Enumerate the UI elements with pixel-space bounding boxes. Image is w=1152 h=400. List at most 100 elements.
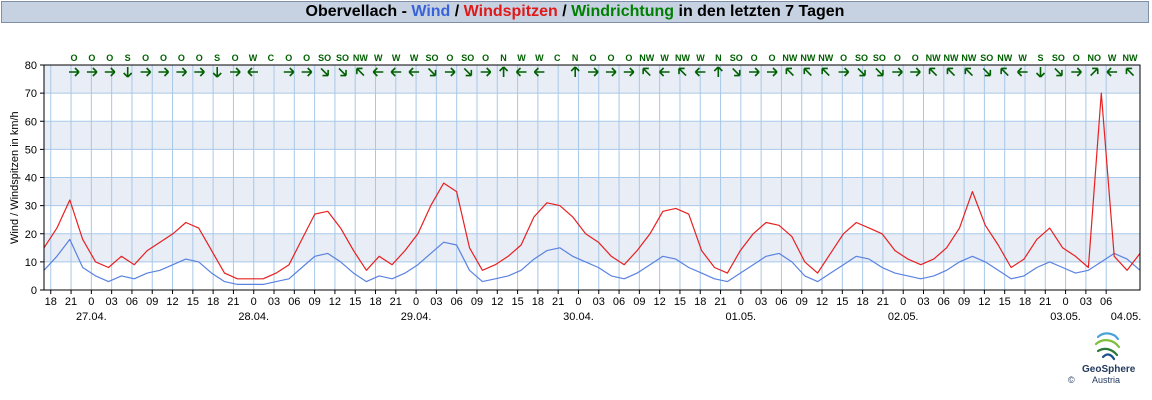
x-tick-label: 12 bbox=[491, 296, 503, 308]
x-tick-label: 15 bbox=[187, 296, 199, 308]
arrow-stroke bbox=[803, 67, 812, 77]
title-station: Obervellach bbox=[305, 3, 398, 20]
direction-label: SO bbox=[980, 53, 993, 63]
arrow-stroke bbox=[838, 67, 850, 77]
direction-label: W bbox=[1108, 53, 1117, 63]
direction-arrow-icon bbox=[892, 67, 903, 77]
direction-arrow-icon bbox=[515, 67, 527, 77]
arrow-stroke bbox=[1035, 67, 1046, 78]
direction-arrow-icon bbox=[1035, 67, 1046, 78]
logo-mark-icon bbox=[1094, 332, 1121, 361]
direction-arrow-icon bbox=[964, 67, 974, 77]
direction-arrow-icon bbox=[212, 67, 222, 78]
direction-label: NW bbox=[675, 53, 690, 63]
arrow-stroke bbox=[767, 67, 778, 77]
arrow-stroke bbox=[1106, 67, 1118, 77]
direction-arrow-icon bbox=[533, 67, 545, 77]
direction-arrow-icon bbox=[230, 67, 241, 77]
direction-label: W bbox=[660, 53, 669, 63]
direction-label: S bbox=[125, 53, 131, 63]
direction-label: W bbox=[517, 53, 526, 63]
direction-label: C bbox=[554, 53, 561, 63]
direction-label: SO bbox=[1052, 53, 1065, 63]
direction-arrow-icon bbox=[605, 67, 617, 77]
title-separator: / bbox=[557, 3, 572, 20]
direction-arrow-icon bbox=[821, 67, 830, 77]
series-layer bbox=[43, 92, 1141, 285]
direction-arrow-icon bbox=[194, 67, 205, 77]
direction-label: NW bbox=[1123, 53, 1138, 63]
direction-arrow-icon bbox=[1071, 67, 1082, 77]
arrow-stroke bbox=[570, 66, 580, 77]
direction-arrow-icon bbox=[427, 67, 437, 77]
x-tick-label: 21 bbox=[877, 296, 889, 308]
arrow-stroke bbox=[694, 67, 706, 77]
direction-arrow-icon bbox=[158, 67, 170, 77]
direction-label: NW bbox=[997, 53, 1012, 63]
direction-arrow-icon bbox=[1000, 67, 1009, 77]
arrow-stroke bbox=[427, 67, 437, 77]
direction-label: C bbox=[268, 53, 275, 63]
arrow-stroke bbox=[320, 67, 329, 77]
x-tick-label: 12 bbox=[166, 296, 178, 308]
arrow-stroke bbox=[623, 67, 635, 77]
arrow-stroke bbox=[212, 67, 222, 78]
y-tick-label: 20 bbox=[25, 229, 37, 241]
y-tick-label: 70 bbox=[25, 88, 37, 100]
arrow-stroke bbox=[928, 67, 938, 77]
direction-arrow-icon bbox=[408, 67, 420, 77]
date-label: 02.05. bbox=[888, 311, 919, 323]
direction-label: O bbox=[446, 53, 453, 63]
arrow-stroke bbox=[713, 66, 723, 77]
direction-arrow-icon bbox=[749, 67, 760, 77]
arrow-stroke bbox=[123, 67, 133, 78]
date-label: 04.05. bbox=[1111, 311, 1142, 323]
arrow-stroke bbox=[69, 67, 80, 77]
series-line-wind bbox=[43, 238, 1141, 285]
arrow-stroke bbox=[301, 67, 313, 77]
arrow-stroke bbox=[390, 67, 402, 77]
x-tick-label: 03 bbox=[430, 296, 442, 308]
direction-arrow-icon bbox=[642, 67, 651, 77]
title-separator: / bbox=[450, 3, 464, 20]
direction-label: W bbox=[1018, 53, 1027, 63]
direction-arrow-icon bbox=[857, 67, 866, 77]
arrow-stroke bbox=[86, 67, 98, 77]
arrow-stroke bbox=[964, 67, 974, 77]
x-tick-label: 21 bbox=[552, 296, 564, 308]
x-tick-label: 03 bbox=[268, 296, 280, 308]
date-label: 30.04. bbox=[563, 311, 594, 323]
logo-name: GeoSphere bbox=[1082, 364, 1136, 375]
x-tick-label: 09 bbox=[796, 296, 808, 308]
arrow-stroke bbox=[732, 67, 741, 77]
direction-arrow-icon bbox=[499, 66, 509, 77]
direction-arrow-icon bbox=[283, 67, 295, 77]
arrow-stroke bbox=[515, 67, 527, 77]
x-tick-label: 09 bbox=[958, 296, 970, 308]
direction-label: O bbox=[625, 53, 632, 63]
direction-arrow-icon bbox=[570, 66, 580, 77]
x-tick-label: 09 bbox=[308, 296, 320, 308]
direction-arrow-icon bbox=[176, 67, 187, 77]
direction-label: N bbox=[715, 53, 722, 63]
direction-arrow-icon bbox=[982, 67, 992, 77]
x-tick-label: 06 bbox=[288, 296, 300, 308]
direction-label: W bbox=[374, 53, 383, 63]
date-label: 27.04. bbox=[76, 311, 107, 323]
x-tick-label: 12 bbox=[654, 296, 666, 308]
direction-arrow-icon bbox=[320, 67, 329, 77]
arrow-stroke bbox=[785, 67, 795, 77]
arrow-stroke bbox=[1071, 67, 1082, 77]
direction-arrow-icon bbox=[86, 67, 98, 77]
x-tick-label: 06 bbox=[775, 296, 787, 308]
x-tick-label: 18 bbox=[856, 296, 868, 308]
direction-arrow-icon bbox=[623, 67, 635, 77]
arrow-stroke bbox=[588, 67, 599, 77]
arrow-stroke bbox=[499, 66, 509, 77]
background-bands bbox=[44, 65, 1140, 262]
x-tick-label: 15 bbox=[836, 296, 848, 308]
arrow-stroke bbox=[982, 67, 992, 77]
x-tick-label: 15 bbox=[999, 296, 1011, 308]
direction-arrow-icon bbox=[1054, 67, 1063, 77]
